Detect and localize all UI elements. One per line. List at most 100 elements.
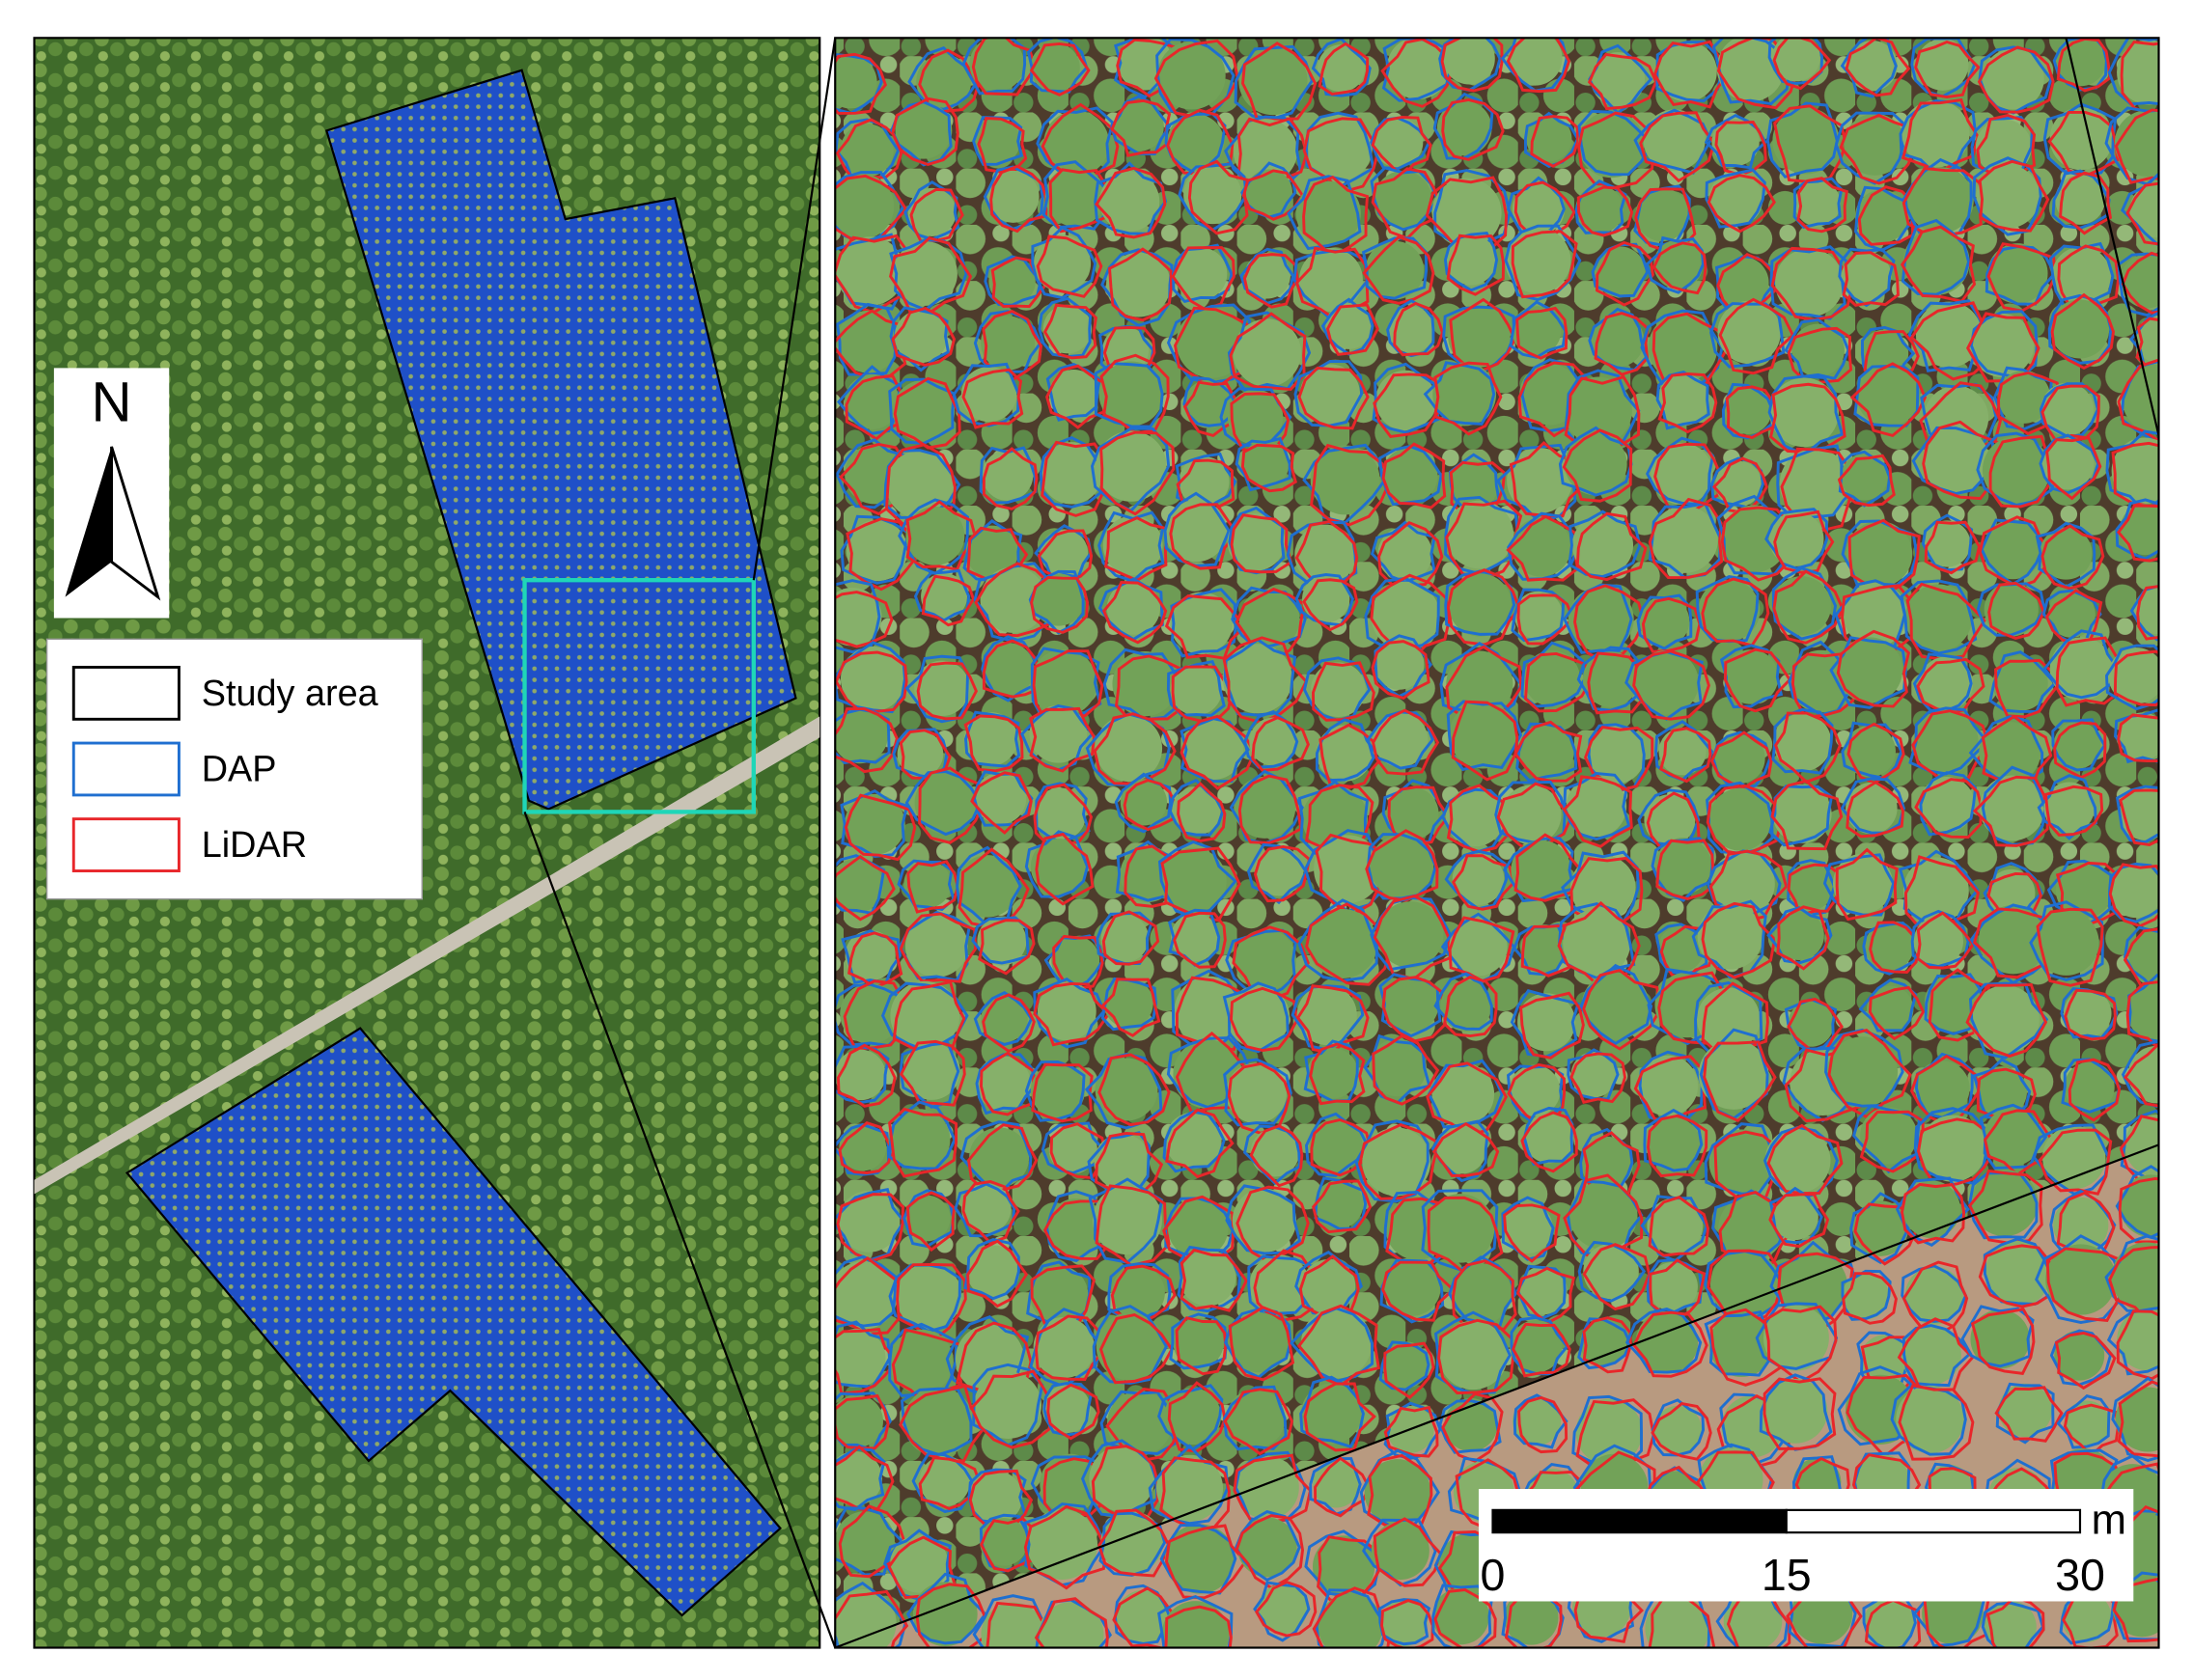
crown <box>1724 386 1772 434</box>
crown-outline <box>840 789 909 859</box>
crown-outline <box>1100 978 1161 1037</box>
crown <box>1027 1508 1098 1580</box>
crown <box>1254 846 1304 896</box>
crown-outline <box>1223 1058 1292 1127</box>
crown-outline <box>2036 907 2104 987</box>
crown <box>1643 109 1706 172</box>
crown <box>1846 782 1898 835</box>
crown <box>893 241 958 306</box>
crown-outline <box>1648 1592 1716 1648</box>
crown-outline <box>1383 1405 1439 1458</box>
crown <box>1648 1261 1698 1312</box>
legend-label: DAP <box>202 749 277 789</box>
crown <box>1564 432 1627 496</box>
crown-outline <box>1365 829 1439 902</box>
crown-outline <box>899 912 977 983</box>
crown-outline <box>1919 771 1978 837</box>
crown-outline <box>902 1189 956 1249</box>
crown-outline <box>972 1594 1055 1648</box>
crown-outline <box>1157 1384 1224 1451</box>
crown-outline <box>1318 41 1370 96</box>
crown-outline <box>2051 169 2111 230</box>
crown-outline <box>1706 784 1783 857</box>
crown-outline <box>1846 1373 1924 1459</box>
crown-outline <box>1381 976 1447 1043</box>
crown-outline <box>2115 785 2159 844</box>
crown-outline <box>1914 40 1981 99</box>
crown-outline <box>1242 169 1305 221</box>
crown-outline <box>918 766 985 844</box>
crown-outline <box>1229 312 1307 392</box>
crown <box>1038 1602 1104 1648</box>
zoom-box <box>522 578 756 814</box>
crown <box>1502 1202 1553 1253</box>
crown <box>1844 725 1896 778</box>
crown-outline <box>1987 581 2045 640</box>
crown-outline <box>1776 444 1862 521</box>
crown-outline <box>2063 1403 2120 1458</box>
crown <box>1586 725 1646 785</box>
north-arrow <box>110 446 161 601</box>
crown-outline <box>1305 902 1393 986</box>
crown <box>1708 787 1772 851</box>
crown-outline <box>904 770 983 837</box>
crown-outline <box>2114 108 2159 184</box>
crown <box>960 1183 1012 1234</box>
crown <box>1717 257 1769 309</box>
crown-outline <box>1237 774 1303 845</box>
crown <box>956 855 1019 918</box>
crown-outline <box>1169 1312 1228 1370</box>
crown-outline <box>2039 433 2100 495</box>
crown <box>1376 901 1444 969</box>
crown <box>966 1245 1020 1299</box>
crown <box>1794 179 1841 227</box>
crown-outline <box>1513 720 1583 783</box>
crown-outline <box>1042 303 1097 360</box>
crown-outline <box>1095 166 1167 239</box>
crown <box>2053 1197 2109 1253</box>
crown-outline <box>1504 224 1582 302</box>
crown-outline <box>1380 38 1454 108</box>
crown <box>1577 111 1645 179</box>
crown-outline <box>835 707 899 774</box>
crown-outline <box>1659 727 1712 784</box>
crown-outline <box>906 860 959 914</box>
crown-outline <box>2120 360 2159 444</box>
road <box>34 716 820 1195</box>
crown-outline <box>1509 441 1588 518</box>
crown-outline <box>1651 1401 1712 1461</box>
crown <box>1591 52 1646 107</box>
crown <box>1833 853 1893 914</box>
crown <box>1564 376 1632 446</box>
crown-outline <box>1291 984 1365 1052</box>
crown-outline <box>1994 1386 2064 1443</box>
crown-outline <box>1042 1199 1116 1260</box>
crown-outline <box>1772 38 1832 91</box>
crown-outline <box>1247 1254 1314 1315</box>
crown <box>1309 1118 1363 1172</box>
crown <box>1769 377 1839 448</box>
crown-outline <box>1052 934 1104 990</box>
crown-outline <box>1104 516 1172 583</box>
crown-outline <box>1437 1318 1514 1395</box>
crown <box>1779 448 1851 520</box>
crown <box>1232 1188 1297 1253</box>
crown <box>1226 1062 1288 1124</box>
crown-outline <box>1354 1119 1430 1203</box>
scale-bar-box <box>1478 1489 2134 1602</box>
crown-outline <box>1838 247 1896 308</box>
crown <box>1037 981 1096 1041</box>
crown <box>1708 172 1763 227</box>
crown-outline <box>1312 1586 1392 1648</box>
crown <box>1919 777 1975 833</box>
crown-outline <box>1037 529 1094 582</box>
crown-outline <box>1222 981 1290 1054</box>
crown <box>1513 1396 1562 1446</box>
crown <box>1913 916 1963 967</box>
crown <box>1698 1039 1769 1110</box>
scale-unit: m <box>2092 1497 2126 1544</box>
crown-outline <box>1041 440 1114 517</box>
crown-outline <box>1657 372 1718 434</box>
crown <box>1867 985 1914 1033</box>
